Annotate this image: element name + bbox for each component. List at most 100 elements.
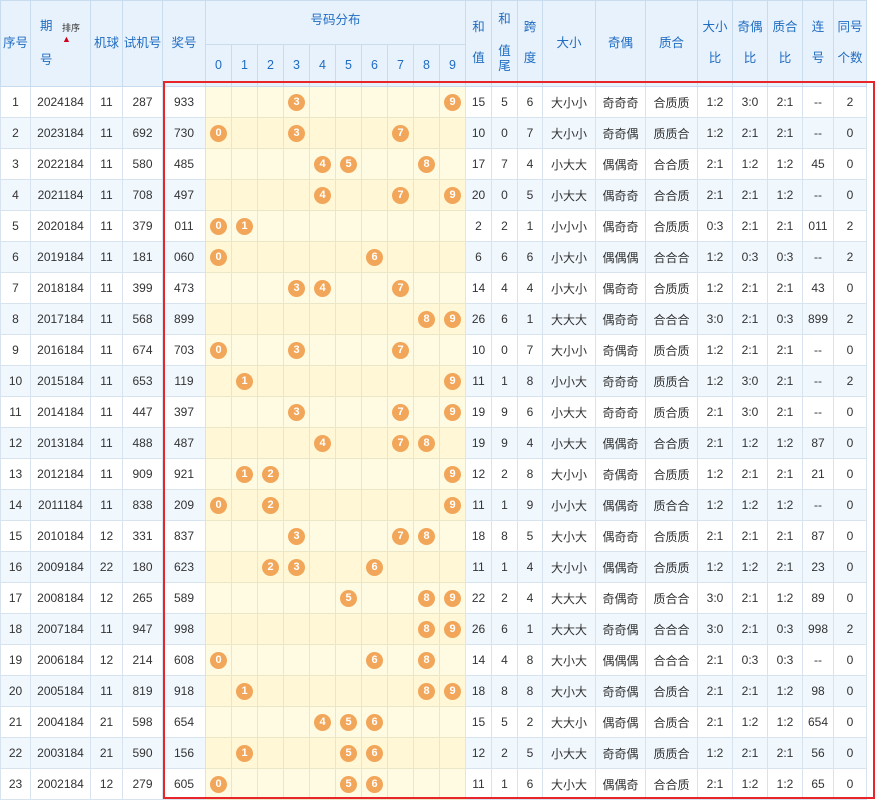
cell-qratio: 0:3 xyxy=(767,241,803,273)
cell-period: 2009184 xyxy=(30,551,91,583)
distribution-cell: 6 xyxy=(361,706,388,738)
distribution-cell xyxy=(309,210,336,242)
cell-consec: 43 xyxy=(802,272,834,304)
cell-qratio: 1:2 xyxy=(767,706,803,738)
sort-arrow-icon[interactable]: ▲ xyxy=(62,34,71,44)
cell-seq: 20 xyxy=(0,675,31,707)
distribution-cell xyxy=(205,303,232,335)
cell-size: 大小小 xyxy=(542,334,596,366)
cell-pratio: 2:1 xyxy=(732,303,768,335)
number-ball: 1 xyxy=(236,372,253,390)
number-ball: 8 xyxy=(418,434,435,452)
cell-same: 2 xyxy=(833,86,867,118)
cell-same: 0 xyxy=(833,551,867,583)
number-ball: 1 xyxy=(236,217,253,235)
cell-consec: -- xyxy=(802,334,834,366)
cell-sum: 15 xyxy=(465,706,492,738)
header-period[interactable]: 期 号 排序 ▲ xyxy=(30,0,91,87)
header-digit: 4 xyxy=(309,44,336,87)
distribution-cell: 4 xyxy=(309,179,336,211)
cell-size: 小大大 xyxy=(542,427,596,459)
cell-same: 0 xyxy=(833,117,867,149)
number-ball: 6 xyxy=(366,775,383,793)
cell-consec: -- xyxy=(802,489,834,521)
distribution-cell xyxy=(335,675,362,707)
distribution-cell xyxy=(309,675,336,707)
cell-machine: 11 xyxy=(90,303,123,335)
table-row: 19 2006184 12 214 608 0 6 8 14 4 8 大小大 偶偶偶 合合合 2:1 0:3 0… xyxy=(0,644,867,676)
cell-sumtail: 4 xyxy=(491,272,518,304)
cell-size: 小小大 xyxy=(542,365,596,397)
table-row: 5 2020184 11 379 011 0 1 2 2 1 小小小 偶奇奇 合质质 0:3 2:1 2:1 0… xyxy=(0,210,867,242)
distribution-cell xyxy=(283,768,310,800)
distribution-cell xyxy=(335,272,362,304)
distribution-cell xyxy=(361,582,388,614)
number-ball: 8 xyxy=(418,589,435,607)
cell-parity: 奇奇奇 xyxy=(595,86,646,118)
sort-label[interactable]: 排序 xyxy=(62,23,81,33)
distribution-cell: 5 xyxy=(335,768,362,800)
cell-consec: 011 xyxy=(802,210,834,242)
cell-prime: 合质质 xyxy=(645,210,698,242)
number-ball: 1 xyxy=(236,465,253,483)
cell-prize: 933 xyxy=(162,86,206,118)
cell-same: 0 xyxy=(833,148,867,180)
distribution-cell: 3 xyxy=(283,117,310,149)
number-ball: 5 xyxy=(340,589,357,607)
distribution-cell xyxy=(231,613,258,645)
distribution-cell: 3 xyxy=(283,272,310,304)
cell-consec: 45 xyxy=(802,148,834,180)
cell-prime: 合合质 xyxy=(645,148,698,180)
distribution-cell: 9 xyxy=(439,582,466,614)
distribution-cell xyxy=(257,706,284,738)
distribution-cell xyxy=(335,520,362,552)
cell-span: 8 xyxy=(517,644,543,676)
distribution-cell xyxy=(361,365,388,397)
distribution-cell xyxy=(387,737,414,769)
cell-same: 2 xyxy=(833,613,867,645)
cell-machine: 11 xyxy=(90,334,123,366)
table-row: 14 2011184 11 838 209 0 2 9 11 1 9 小小大 偶偶奇 质合合 1:2 1:2 1… xyxy=(0,489,867,521)
distribution-cell xyxy=(361,489,388,521)
cell-qratio: 1:2 xyxy=(767,675,803,707)
number-ball: 8 xyxy=(418,620,435,638)
cell-span: 1 xyxy=(517,613,543,645)
table-row: 17 2008184 12 265 589 5 8 9 22 2 4 大大大 奇偶奇 质合合 3:0 2:1 1… xyxy=(0,582,867,614)
distribution-cell xyxy=(257,768,284,800)
cell-sum: 15 xyxy=(465,86,492,118)
cell-sum: 12 xyxy=(465,737,492,769)
distribution-cell xyxy=(309,489,336,521)
cell-prize: 703 xyxy=(162,334,206,366)
cell-seq: 11 xyxy=(0,396,31,428)
header-digit: 6 xyxy=(361,44,388,87)
distribution-cell xyxy=(283,613,310,645)
distribution-cell xyxy=(413,334,440,366)
header-consecutive: 连号 xyxy=(802,0,834,87)
number-ball: 7 xyxy=(392,527,409,545)
cell-sumtail: 9 xyxy=(491,396,518,428)
cell-prize: 156 xyxy=(162,737,206,769)
cell-size: 大小小 xyxy=(542,86,596,118)
number-ball: 1 xyxy=(236,682,253,700)
cell-trial: 379 xyxy=(122,210,163,242)
distribution-cell xyxy=(231,582,258,614)
cell-period: 2004184 xyxy=(30,706,91,738)
distribution-cell xyxy=(387,768,414,800)
distribution-cell: 3 xyxy=(283,334,310,366)
cell-size: 小大小 xyxy=(542,241,596,273)
cell-period: 2007184 xyxy=(30,613,91,645)
distribution-cell: 9 xyxy=(439,86,466,118)
distribution-cell xyxy=(387,644,414,676)
cell-qratio: 2:1 xyxy=(767,396,803,428)
distribution-cell xyxy=(387,706,414,738)
cell-seq: 4 xyxy=(0,179,31,211)
distribution-cell xyxy=(335,644,362,676)
distribution-cell: 9 xyxy=(439,179,466,211)
distribution-cell xyxy=(231,520,258,552)
distribution-cell xyxy=(413,489,440,521)
number-ball: 8 xyxy=(418,310,435,328)
cell-sum: 19 xyxy=(465,427,492,459)
distribution-cell: 2 xyxy=(257,551,284,583)
cell-size: 小小大 xyxy=(542,489,596,521)
cell-qratio: 2:1 xyxy=(767,334,803,366)
